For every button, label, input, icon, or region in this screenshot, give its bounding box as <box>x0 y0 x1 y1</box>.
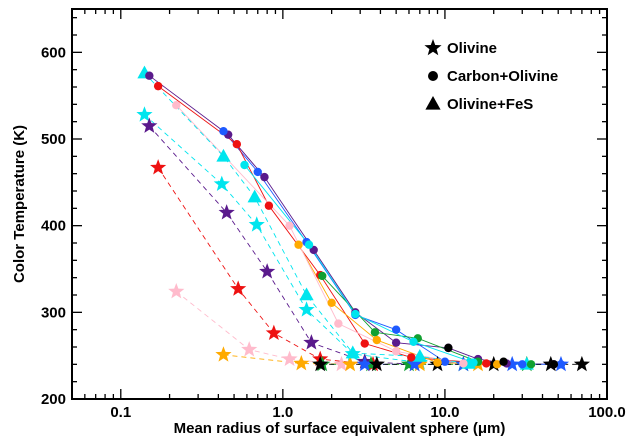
y-tick-label: 200 <box>41 391 66 408</box>
series-layer <box>136 65 590 372</box>
data-point-star <box>265 324 282 341</box>
data-point-star <box>333 355 350 372</box>
data-point-star <box>218 204 235 220</box>
data-point-star <box>356 355 373 372</box>
legend-star-marker <box>424 39 442 56</box>
data-point-circle <box>304 240 314 249</box>
x-tick-label: 0.1 <box>110 404 131 421</box>
data-point-star <box>312 355 329 372</box>
data-point-circle <box>482 359 491 368</box>
data-point-circle <box>264 201 274 210</box>
series-line <box>157 167 374 365</box>
x-tick-label: 100.0 <box>588 404 626 421</box>
data-point-circle <box>360 339 369 348</box>
y-tick-label: 500 <box>41 131 66 148</box>
data-point-circle <box>391 338 401 347</box>
y-tick-label: 400 <box>41 218 66 235</box>
data-point-circle <box>145 71 154 80</box>
data-point-circle <box>469 358 478 367</box>
series-line <box>149 75 554 365</box>
x-tick-label: 1.0 <box>272 404 293 421</box>
data-point-star <box>303 334 320 350</box>
data-point-star <box>368 355 385 372</box>
data-point-circle <box>440 357 450 366</box>
data-point-circle <box>433 358 442 367</box>
data-point-circle <box>219 127 228 136</box>
data-point-star <box>141 117 158 133</box>
data-point-circle <box>518 360 527 369</box>
data-point-circle <box>334 319 343 328</box>
data-point-circle <box>407 353 416 362</box>
legend-item-carbon-olivine: Carbon+Olivine <box>428 68 558 85</box>
data-point-star <box>213 175 230 191</box>
data-point-circle <box>153 81 163 91</box>
data-point-circle <box>372 335 382 345</box>
data-point-circle <box>260 172 269 182</box>
y-tick-label: 300 <box>41 304 66 321</box>
legend-circle-marker <box>428 71 438 81</box>
data-point-circle <box>391 325 401 334</box>
y-axis-title: Color Temperature (K) <box>11 125 28 283</box>
data-point-triangle <box>412 349 427 362</box>
series-line <box>175 104 464 364</box>
data-point-circle <box>556 360 566 369</box>
data-point-star <box>281 350 298 367</box>
series-markers <box>136 65 590 372</box>
legend-label-olivine-fes: Olivine+FeS <box>447 96 533 113</box>
data-point-triangle <box>345 345 360 359</box>
legend-triangle-marker <box>425 96 441 110</box>
legend-item-olivine: Olivine <box>424 39 497 57</box>
data-point-circle <box>444 343 453 353</box>
data-point-circle <box>240 160 249 170</box>
data-point-star <box>293 354 310 371</box>
data-point-circle <box>294 240 303 249</box>
data-point-star <box>342 355 359 372</box>
data-point-circle <box>526 360 536 369</box>
data-point-circle <box>351 309 360 319</box>
data-point-star <box>573 355 590 372</box>
legend-label-olivine: Olivine <box>447 40 497 57</box>
data-point-star <box>150 159 167 175</box>
y-tick-label: 600 <box>41 44 66 61</box>
data-point-circle <box>499 357 508 366</box>
legend-item-olivine-fes: Olivine+FeS <box>425 96 533 113</box>
data-point-star <box>136 106 153 122</box>
data-point-star <box>241 341 258 357</box>
data-point-circle <box>459 359 468 368</box>
data-point-circle <box>327 298 336 307</box>
data-point-circle <box>232 140 242 149</box>
data-point-star <box>298 301 315 317</box>
legend-label-carbon-olivine: Carbon+Olivine <box>447 68 558 85</box>
data-point-triangle <box>299 287 314 301</box>
x-axis-title: Mean radius of surface equivalent sphere… <box>174 420 506 437</box>
axes-layer: 0.1 1.0 10.0 100.0 200 300 400 500 600 <box>41 9 626 421</box>
plot-frame <box>71 8 608 400</box>
series-lines <box>144 72 582 365</box>
data-point-star <box>248 216 265 232</box>
data-point-circle <box>370 328 380 337</box>
data-point-circle <box>172 101 181 110</box>
data-point-triangle <box>216 148 231 162</box>
data-point-circle <box>492 360 502 369</box>
data-point-circle <box>285 221 294 230</box>
data-point-star <box>168 283 185 299</box>
data-point-star <box>215 346 232 362</box>
data-point-triangle <box>247 189 262 203</box>
data-point-circle <box>409 337 418 346</box>
data-point-star <box>504 355 521 372</box>
data-point-star <box>259 263 276 279</box>
legend: Olivine Carbon+Olivine Olivine+FeS <box>424 39 558 113</box>
data-point-circle <box>318 271 327 281</box>
data-point-star <box>230 280 247 296</box>
data-point-circle <box>253 167 262 177</box>
x-tick-label: 10.0 <box>430 404 459 421</box>
data-point-circle <box>549 360 559 369</box>
data-point-circle <box>391 347 401 356</box>
series-line <box>157 85 487 364</box>
data-point-star <box>406 355 423 372</box>
series-line <box>176 291 342 365</box>
